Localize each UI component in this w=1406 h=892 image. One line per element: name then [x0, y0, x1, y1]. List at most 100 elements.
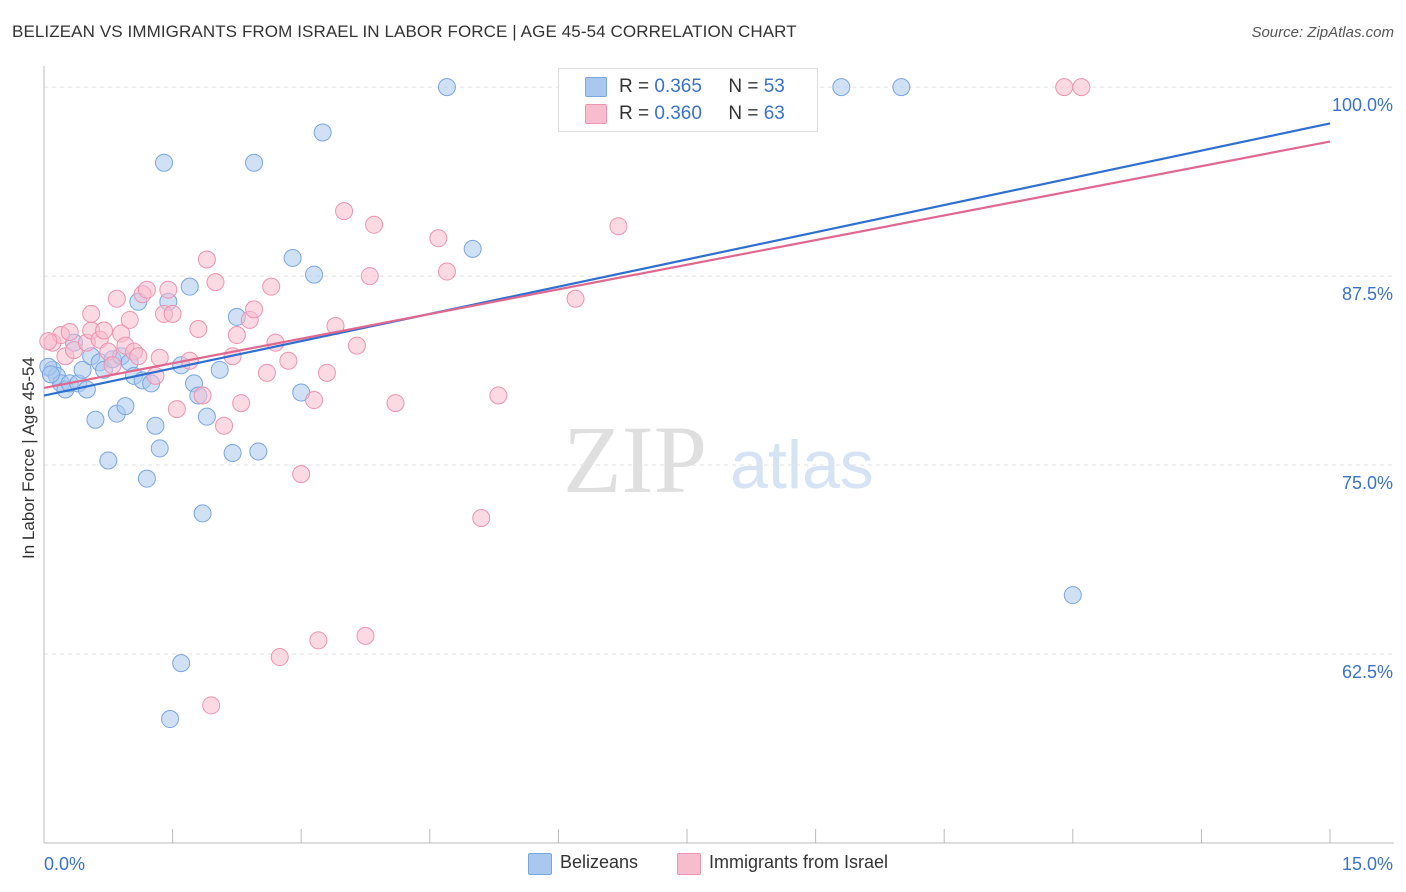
- axes: [43, 66, 1394, 844]
- point-belizeans: [73, 360, 92, 379]
- point-belizeans: [41, 365, 60, 384]
- point-israel: [309, 631, 328, 650]
- point-israel: [189, 320, 208, 338]
- point-belizeans: [892, 78, 911, 97]
- scatter-points: [39, 78, 1091, 729]
- point-belizeans: [116, 397, 135, 416]
- point-israel: [292, 465, 311, 484]
- y-tick-label: 75.0%: [1342, 473, 1393, 493]
- point-israel: [317, 363, 336, 382]
- point-israel: [386, 394, 405, 413]
- series-label-israel: Immigrants from Israel: [709, 852, 889, 872]
- series-swatch-israel: [677, 853, 701, 875]
- point-belizeans: [313, 123, 332, 142]
- point-belizeans: [223, 443, 242, 462]
- point-belizeans: [146, 416, 165, 435]
- point-israel: [356, 626, 375, 645]
- point-israel: [609, 217, 628, 236]
- y-tick-label: 87.5%: [1342, 284, 1393, 304]
- point-belizeans: [832, 78, 851, 97]
- point-belizeans: [210, 360, 229, 379]
- chart-title: BELIZEAN VS IMMIGRANTS FROM ISRAEL IN LA…: [12, 22, 797, 41]
- point-belizeans: [437, 78, 456, 97]
- point-israel: [227, 326, 246, 345]
- point-israel: [365, 215, 384, 234]
- series-swatch-belizeans: [528, 853, 552, 875]
- point-belizeans: [249, 442, 268, 461]
- legend-r-value-israel: 0.360: [654, 103, 702, 124]
- point-israel: [245, 300, 264, 319]
- point-belizeans: [193, 504, 212, 523]
- point-israel: [167, 400, 186, 419]
- watermark-atlas: atlas: [730, 427, 874, 503]
- point-israel: [163, 304, 182, 323]
- x-tick-label: 15.0%: [1342, 854, 1393, 874]
- legend-swatch-belizeans: [585, 77, 607, 97]
- point-israel: [429, 229, 448, 248]
- x-tick-label: 0.0%: [44, 854, 85, 874]
- point-israel: [120, 310, 139, 329]
- watermark-zip: ZIP: [563, 406, 707, 513]
- point-israel: [270, 648, 289, 667]
- legend-swatch-israel: [585, 104, 607, 124]
- point-israel: [347, 336, 366, 355]
- gridlines: [44, 86, 1394, 655]
- point-israel: [39, 332, 58, 351]
- point-israel: [262, 277, 281, 296]
- point-israel: [60, 323, 79, 342]
- point-belizeans: [283, 248, 302, 267]
- legend-r-label: R =: [619, 103, 650, 124]
- point-israel: [360, 267, 379, 286]
- point-israel: [437, 262, 456, 281]
- point-belizeans: [180, 277, 199, 296]
- point-belizeans: [77, 380, 96, 399]
- point-israel: [193, 386, 212, 405]
- correlation-legend: R = 0.365 N = 53 R = 0.360 N = 63: [558, 68, 818, 132]
- legend-r-label: R =: [619, 76, 650, 97]
- legend-n-label: N =: [728, 76, 759, 97]
- point-belizeans: [86, 410, 105, 429]
- point-belizeans: [172, 654, 191, 673]
- point-belizeans: [161, 710, 180, 729]
- point-israel: [1055, 78, 1074, 97]
- point-belizeans: [137, 469, 156, 488]
- point-israel: [202, 696, 221, 715]
- point-belizeans: [150, 439, 169, 458]
- point-israel: [305, 391, 324, 410]
- point-israel: [206, 273, 225, 292]
- point-israel: [472, 508, 491, 527]
- point-israel: [159, 280, 178, 299]
- point-israel: [335, 202, 354, 221]
- point-belizeans: [245, 153, 264, 172]
- point-israel: [137, 280, 156, 299]
- point-israel: [566, 289, 585, 308]
- point-israel: [257, 363, 276, 382]
- point-israel: [489, 386, 508, 405]
- point-israel: [82, 304, 101, 323]
- point-belizeans: [197, 407, 216, 426]
- point-israel: [107, 289, 126, 308]
- source-label: Source: ZipAtlas.com: [1251, 24, 1394, 41]
- point-israel: [279, 351, 298, 370]
- trend-line-belizeans: [43, 122, 1331, 397]
- legend-r-value-belizeans: 0.365: [654, 76, 702, 97]
- point-israel: [129, 347, 148, 366]
- point-belizeans: [99, 451, 118, 470]
- trend-line-israel: [43, 140, 1331, 390]
- y-tick-label: 62.5%: [1342, 662, 1393, 682]
- y-axis-label: In Labor Force | Age 45-54: [19, 357, 38, 559]
- point-israel: [197, 250, 216, 269]
- tick-labels: 62.5% 75.0% 87.5% 100.0% 0.0% 15.0%: [44, 95, 1393, 874]
- legend-n-label: N =: [728, 103, 759, 124]
- legend-n-value-belizeans: 53: [763, 76, 785, 97]
- point-belizeans: [1063, 586, 1082, 605]
- point-belizeans: [305, 265, 324, 284]
- point-belizeans: [463, 239, 482, 258]
- point-israel: [1072, 78, 1091, 97]
- y-tick-label: 100.0%: [1332, 95, 1393, 115]
- trend-lines: [43, 122, 1331, 397]
- point-israel: [95, 321, 114, 340]
- legend-n-value-israel: 63: [763, 103, 785, 124]
- series-label-belizeans: Belizeans: [560, 852, 639, 872]
